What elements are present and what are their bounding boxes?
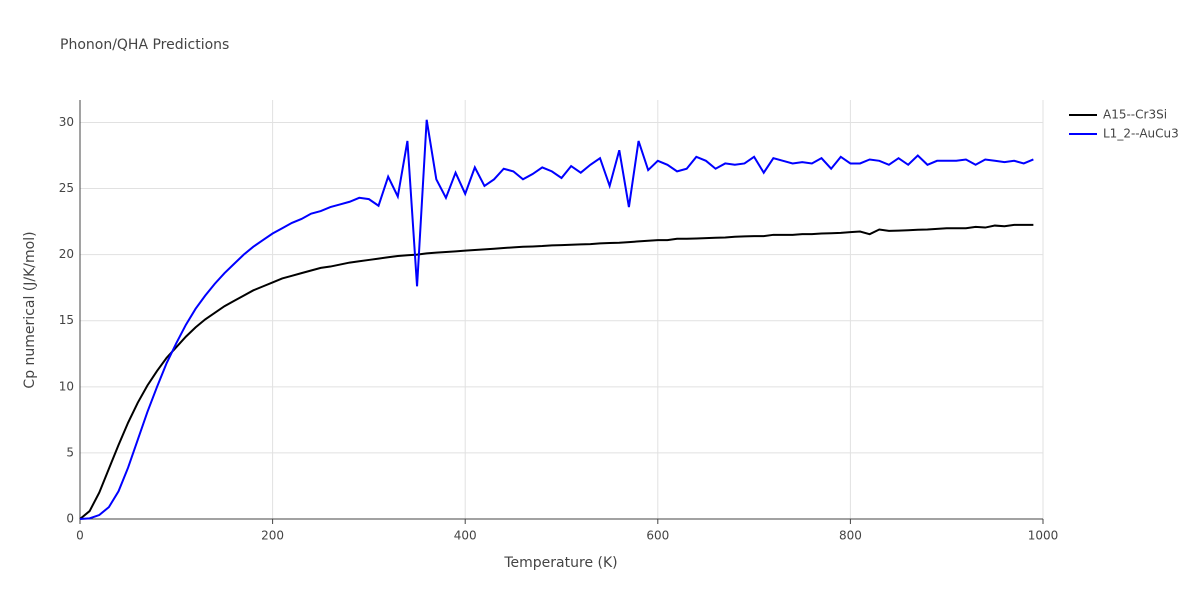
x-tick-label: 1000	[1028, 529, 1059, 543]
x-tick-label: 400	[454, 529, 477, 543]
x-tick-label: 200	[261, 529, 284, 543]
y-tick-label: 10	[59, 379, 74, 393]
y-tick-label: 30	[59, 115, 74, 129]
y-tick-label: 25	[59, 181, 74, 195]
line-series	[79, 119, 1034, 520]
y-tick-label: 5	[66, 445, 74, 459]
legend-label: L1_2--AuCu3	[1103, 127, 1179, 141]
x-tick-label: 600	[646, 529, 669, 543]
x-tick-label: 800	[839, 529, 862, 543]
legend-label: A15--Cr3Si	[1103, 108, 1167, 122]
chart-title: Phonon/QHA Predictions	[60, 37, 229, 53]
x-tick-label: 0	[76, 529, 84, 543]
y-axis-title: Cp numerical (J/K/mol)	[22, 231, 38, 388]
y-tick-label: 15	[59, 313, 74, 327]
y-tick-label: 20	[59, 247, 74, 261]
x-axis-title: Temperature (K)	[503, 555, 617, 571]
line-series	[79, 223, 1034, 520]
y-tick-label: 0	[66, 512, 74, 526]
